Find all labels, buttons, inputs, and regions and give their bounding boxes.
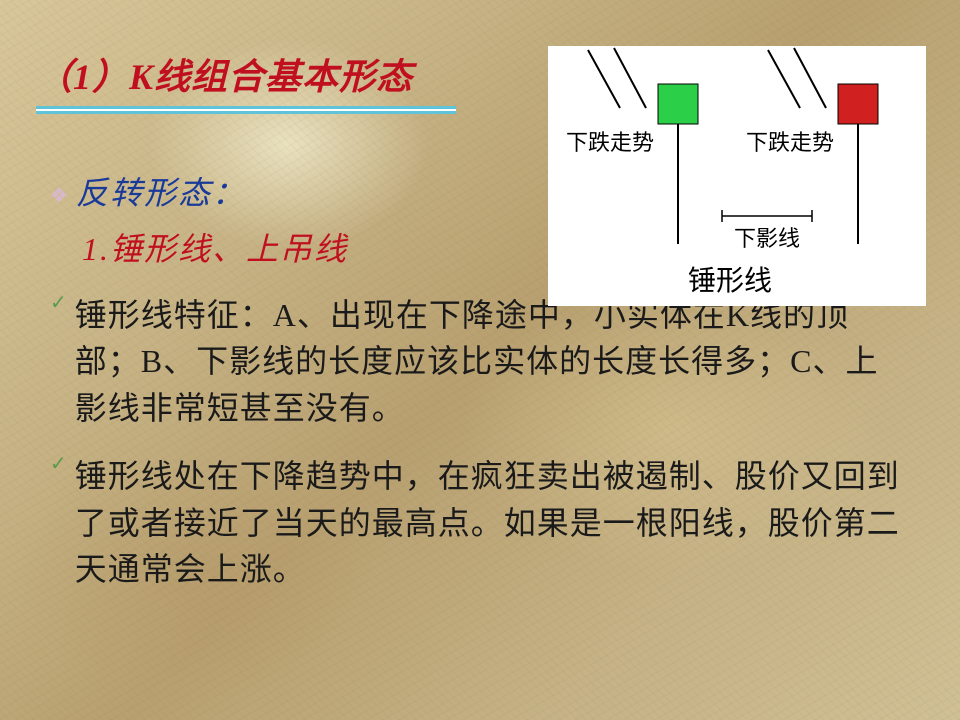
check-icon: ✓ bbox=[50, 290, 67, 315]
title-underline bbox=[36, 106, 456, 114]
svg-text:锤形线: 锤形线 bbox=[688, 265, 772, 297]
check-icon: ✓ bbox=[50, 451, 67, 476]
paragraph-features: ✓ 锤形线特征：A、出现在下降途中，小实体在K线的顶部；B、下影线的长度应该比实… bbox=[50, 292, 924, 431]
paragraph1-text: 锤形线特征：A、出现在下降途中，小实体在K线的顶部；B、下影线的长度应该比实体的… bbox=[75, 292, 904, 431]
svg-text:下跌走势: 下跌走势 bbox=[746, 130, 834, 155]
hammer-diagram: 下跌走势 下跌走势下影线锤形线 bbox=[548, 46, 926, 306]
paragraph2-text: 锤形线处在下降趋势中，在疯狂卖出被遏制、股价又回到了或者接近了当天的最高点。如果… bbox=[75, 453, 904, 592]
svg-text:下跌走势: 下跌走势 bbox=[566, 130, 654, 155]
section-heading: 反转形态： bbox=[76, 168, 246, 214]
diamond-bullet-icon: ❖ bbox=[50, 183, 68, 208]
svg-text:下影线: 下影线 bbox=[734, 226, 800, 251]
paragraph-behavior: ✓ 锤形线处在下降趋势中，在疯狂卖出被遏制、股价又回到了或者接近了当天的最高点。… bbox=[50, 453, 924, 592]
